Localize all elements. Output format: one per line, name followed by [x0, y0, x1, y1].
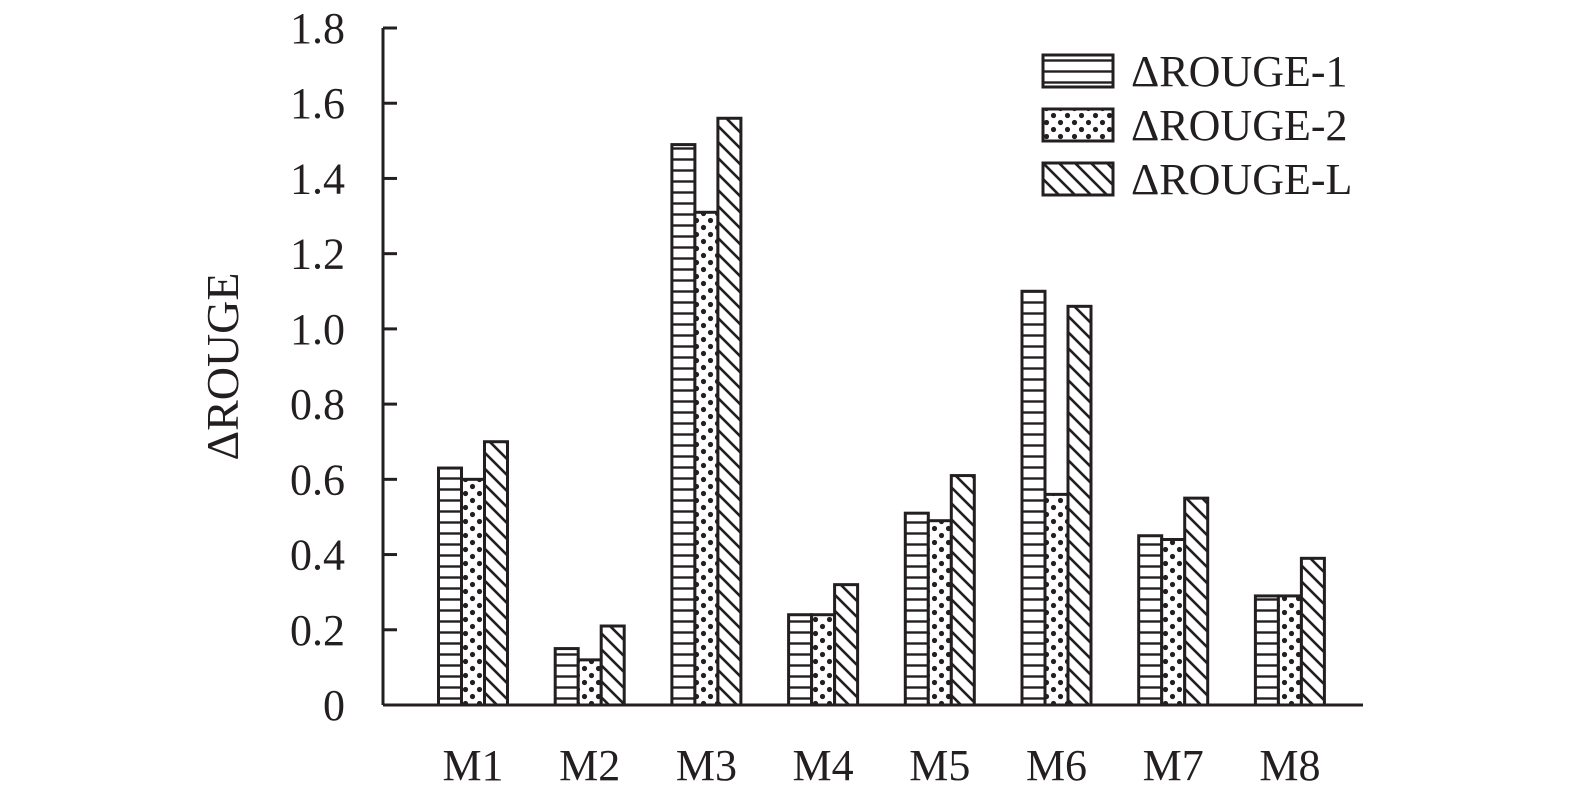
y-tick-label: 1.2: [290, 230, 345, 279]
bar-m4-series-3: [833, 583, 860, 707]
x-category-label: M7: [1143, 741, 1204, 790]
y-tick-label: 1.4: [290, 154, 345, 203]
bar-m1-series-1: [437, 466, 463, 707]
y-axis-ticks: 0 0.2 0.4 0.6 0.8 1.0 1.2 1.4 1.6 1.8: [290, 4, 397, 730]
bar-m7-series-1: [1137, 534, 1164, 707]
bar-m4-series-1: [787, 613, 814, 707]
legend-swatch: [1041, 107, 1115, 143]
bar-m6-series-1: [1020, 289, 1047, 707]
x-category-label: M4: [793, 741, 854, 790]
bar-m1-series-2: [460, 477, 486, 707]
y-tick-label: 0.2: [290, 606, 345, 655]
y-tick-label: 1.0: [290, 305, 345, 354]
bar-m8-series-1: [1253, 594, 1280, 707]
bar-m6-series-3: [1066, 304, 1093, 707]
legend-label: ΔROUGE-1: [1131, 47, 1348, 96]
x-axis-categories: M1 M2 M3 M4 M5 M6 M7 M8: [442, 741, 1320, 790]
x-category-label: M6: [1026, 741, 1087, 790]
bar-m2-series-2: [576, 658, 603, 707]
x-category-label: M8: [1259, 741, 1320, 790]
bar-m7-series-2: [1160, 538, 1187, 707]
bars: [437, 116, 1326, 707]
bar-m2-series-1: [553, 647, 580, 707]
y-tick-label: 0: [323, 681, 345, 730]
bar-m3-series-1: [670, 143, 697, 707]
y-tick-label: 0.8: [290, 380, 345, 429]
legend-swatch: [1041, 53, 1115, 89]
bar-m5-series-2: [926, 519, 953, 707]
legend-swatch: [1041, 161, 1115, 197]
x-category-label: M3: [676, 741, 737, 790]
bar-m4-series-2: [810, 613, 837, 707]
bar-m3-series-3: [716, 116, 743, 707]
bar-m5-series-3: [949, 474, 976, 707]
bar-m3-series-2: [693, 210, 720, 707]
bar-m2-series-3: [599, 624, 626, 707]
y-axis-title: ΔROUGE: [197, 272, 248, 460]
bar-m7-series-3: [1183, 496, 1210, 707]
bar-m1-series-3: [483, 440, 509, 707]
legend-label: ΔROUGE-L: [1131, 155, 1352, 204]
y-tick-label: 1.8: [290, 4, 345, 53]
legend: ΔROUGE-1 ΔROUGE-2 ΔROUGE-L: [1041, 47, 1352, 204]
legend-label: ΔROUGE-2: [1131, 101, 1348, 150]
bar-m6-series-2: [1043, 492, 1070, 707]
bar-m5-series-1: [903, 511, 930, 707]
y-tick-label: 0.4: [290, 531, 345, 580]
bar-m8-series-2: [1276, 594, 1303, 707]
x-category-label: M1: [442, 741, 503, 790]
y-tick-label: 1.6: [290, 79, 345, 128]
x-category-label: M5: [909, 741, 970, 790]
bar-m8-series-3: [1299, 556, 1326, 707]
x-category-label: M2: [559, 741, 620, 790]
axes: [381, 28, 1363, 707]
y-tick-label: 0.6: [290, 455, 345, 504]
